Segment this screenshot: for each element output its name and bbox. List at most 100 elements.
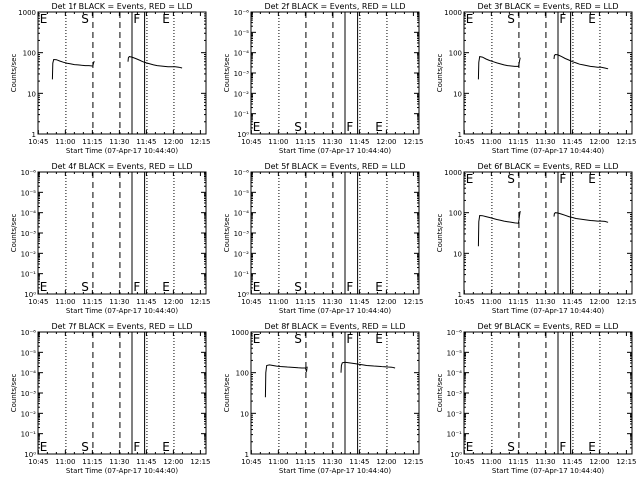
y-tick-label: 1000 [444, 9, 462, 17]
x-axis-label: Start Time (07-Apr-17 10:44:40) [279, 307, 391, 315]
x-tick-label: 10:45 [454, 298, 474, 306]
x-tick-label: 12:00 [163, 138, 183, 146]
detector-panel: Det 7f BLACK = Events, RED = LLD 10:45 11:… [10, 322, 211, 475]
x-tick-label: 11:15 [295, 298, 315, 306]
y-tick-label: 10⁻⁴ [447, 370, 463, 378]
x-axis-label: Start Time (07-Apr-17 10:44:40) [279, 147, 391, 155]
event-marker-label: S [294, 332, 302, 346]
x-tick-label: 11:30 [322, 298, 342, 306]
x-tick-label: 12:00 [376, 298, 396, 306]
x-tick-label: 10:45 [241, 298, 261, 306]
y-tick-label: 1 [458, 131, 462, 139]
x-tick-label: 11:45 [562, 298, 582, 306]
x-tick-label: 11:15 [295, 458, 315, 466]
x-tick-label: 12:15 [403, 298, 423, 306]
y-tick-label: 10⁻² [234, 90, 250, 98]
y-tick-label: 10⁻⁴ [234, 50, 250, 58]
y-tick-label: 10⁻² [447, 410, 463, 418]
x-axis-label: Start Time (07-Apr-17 10:44:40) [492, 307, 604, 315]
y-tick-label: 10⁻⁵ [234, 189, 250, 197]
event-marker-label: E [162, 12, 170, 26]
detector-panel: Det 6f BLACK = Events, RED = LLD 10:45 11:… [436, 162, 637, 315]
panel-title: Det 6f BLACK = Events, RED = LLD [477, 162, 618, 171]
x-tick-label: 11:00 [481, 298, 501, 306]
event-marker-label: F [559, 440, 566, 454]
event-marker-label: S [81, 440, 89, 454]
y-tick-label: 10⁰ [24, 291, 36, 299]
y-tick-label: 100 [449, 210, 462, 218]
x-tick-label: 12:15 [616, 298, 636, 306]
event-marker-label: F [346, 120, 353, 134]
y-tick-label: 1 [32, 131, 36, 139]
y-tick-label: 10⁻⁶ [234, 9, 250, 17]
y-tick-label: 10⁻⁶ [447, 329, 463, 337]
y-tick-label: 10 [453, 90, 462, 98]
events-series-line [553, 53, 609, 70]
y-tick-label: 1 [458, 291, 462, 299]
y-axis-label: Counts/sec [436, 374, 444, 413]
y-tick-label: 10⁻⁶ [21, 169, 37, 177]
x-tick-label: 11:00 [481, 458, 501, 466]
x-tick-label: 11:00 [55, 138, 75, 146]
y-tick-label: 10⁰ [450, 451, 462, 459]
x-tick-label: 11:30 [109, 298, 129, 306]
y-axis-label: Counts/sec [436, 54, 444, 93]
detector-panel: Det 3f BLACK = Events, RED = LLD 10:45 11:… [436, 2, 637, 155]
x-tick-label: 11:00 [55, 458, 75, 466]
y-axis-label: Counts/sec [223, 214, 231, 253]
y-axis-label: Counts/sec [436, 214, 444, 253]
event-marker-label: F [133, 440, 140, 454]
events-series-line [477, 210, 521, 247]
x-axis-label: Start Time (07-Apr-17 10:44:40) [492, 147, 604, 155]
events-series-line [127, 56, 183, 69]
plot-frame [37, 171, 207, 295]
event-marker-label: F [559, 12, 566, 26]
plot-frame [250, 331, 420, 455]
detector-panel: Det 8f BLACK = Events, RED = LLD 10:45 11:… [223, 322, 424, 475]
x-tick-label: 11:45 [349, 458, 369, 466]
y-tick-label: 10⁻¹ [234, 271, 250, 279]
y-tick-label: 100 [23, 50, 36, 58]
x-tick-label: 12:00 [376, 458, 396, 466]
event-marker-label: F [133, 280, 140, 294]
y-tick-label: 1000 [231, 329, 249, 337]
event-marker-label: E [588, 12, 596, 26]
y-tick-label: 10⁻⁵ [21, 189, 37, 197]
x-tick-label: 11:15 [508, 298, 528, 306]
x-tick-label: 12:00 [163, 458, 183, 466]
x-tick-label: 11:45 [136, 298, 156, 306]
y-tick-label: 10⁻¹ [234, 111, 250, 119]
event-marker-label: E [588, 172, 596, 186]
y-axis-label: Counts/sec [10, 54, 18, 93]
x-tick-label: 11:30 [535, 298, 555, 306]
detector-panel: Det 5f BLACK = Events, RED = LLD 10:45 11:… [223, 162, 424, 315]
x-tick-label: 10:45 [28, 458, 48, 466]
event-marker-label: F [133, 12, 140, 26]
y-tick-label: 10 [240, 410, 249, 418]
x-axis-label: Start Time (07-Apr-17 10:44:40) [66, 307, 178, 315]
x-axis-label: Start Time (07-Apr-17 10:44:40) [492, 467, 604, 475]
x-tick-label: 11:30 [535, 138, 555, 146]
events-series-line [477, 56, 521, 80]
plot-frame [463, 11, 633, 135]
x-tick-label: 11:15 [508, 458, 528, 466]
x-tick-label: 11:00 [481, 138, 501, 146]
x-tick-label: 11:30 [322, 458, 342, 466]
event-marker-label: F [346, 332, 353, 346]
x-tick-label: 11:30 [535, 458, 555, 466]
panel-title: Det 3f BLACK = Events, RED = LLD [477, 2, 618, 11]
y-tick-label: 10⁻³ [234, 230, 250, 238]
y-tick-label: 10⁻⁵ [447, 349, 463, 357]
y-tick-label: 10⁻⁶ [234, 169, 250, 177]
x-tick-label: 12:15 [403, 138, 423, 146]
x-tick-label: 10:45 [241, 458, 261, 466]
event-marker-label: S [294, 280, 302, 294]
y-tick-label: 10⁻⁶ [21, 329, 37, 337]
event-marker-label: S [507, 12, 515, 26]
plot-frame [250, 11, 420, 135]
y-tick-label: 10⁻¹ [21, 431, 37, 439]
x-tick-label: 12:00 [589, 298, 609, 306]
event-marker-label: E [375, 280, 383, 294]
x-tick-label: 11:30 [109, 458, 129, 466]
events-series-line [51, 58, 95, 80]
